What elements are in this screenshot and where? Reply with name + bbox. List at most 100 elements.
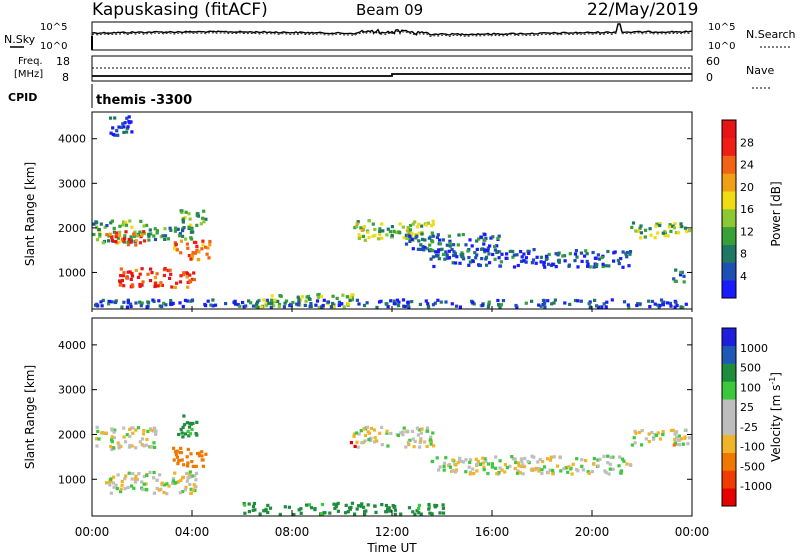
data-cell [123, 234, 127, 238]
data-cell [418, 302, 422, 306]
data-cell [146, 429, 150, 433]
data-cell [468, 472, 472, 476]
data-cell [522, 252, 526, 256]
data-cell [377, 237, 381, 241]
data-cell [576, 265, 580, 269]
colorbar-tick-label: 28 [740, 136, 754, 149]
data-cell [297, 297, 301, 301]
data-cell [121, 274, 125, 278]
data-cell [119, 274, 123, 278]
data-cell [169, 272, 173, 276]
data-cell [522, 259, 526, 263]
data-cell [557, 258, 561, 262]
data-cell [113, 133, 117, 137]
data-cell [178, 491, 182, 495]
data-cell [146, 272, 150, 276]
data-cell [431, 303, 436, 307]
data-cell [107, 239, 111, 243]
data-cell [117, 443, 121, 447]
noise-sky-trace [91, 23, 692, 36]
data-cell [461, 460, 466, 464]
data-cell [513, 457, 517, 461]
data-cell [129, 240, 133, 244]
data-cell [427, 502, 431, 507]
data-cell [187, 425, 192, 429]
data-cell [385, 429, 389, 433]
data-cell [495, 244, 499, 248]
data-cell [656, 303, 660, 307]
data-cell [518, 471, 522, 475]
data-cell [408, 234, 412, 238]
data-cell [447, 463, 452, 467]
data-cell [297, 508, 301, 512]
x-tick-label: 12:00 [375, 525, 410, 539]
data-cell [359, 504, 363, 508]
data-cell [204, 452, 208, 456]
data-cell [118, 283, 122, 287]
data-cell [358, 235, 362, 239]
data-cell [134, 428, 138, 432]
data-cell [672, 277, 676, 281]
data-cell [552, 455, 556, 459]
data-cell [429, 248, 433, 252]
data-cell [265, 298, 269, 302]
data-cell [473, 251, 477, 255]
data-cell [495, 472, 499, 476]
date-label: 22/May/2019 [587, 0, 699, 20]
data-cell [363, 433, 368, 438]
colorbar-segment [722, 452, 736, 471]
data-cell [558, 455, 562, 460]
data-cell [586, 470, 590, 474]
data-cell [292, 512, 296, 517]
data-cell [458, 261, 462, 265]
data-cell [179, 274, 183, 278]
data-cell [155, 231, 159, 235]
data-cell [482, 468, 486, 472]
data-cell [543, 301, 547, 305]
data-cell [444, 250, 448, 254]
data-cell [125, 130, 129, 134]
data-cell [191, 251, 195, 255]
data-cell [470, 244, 474, 248]
data-cell [431, 249, 435, 253]
data-cell [143, 239, 147, 243]
data-cell [322, 298, 326, 302]
colorbar-segment [722, 209, 736, 228]
colorbar-tick-label: 12 [740, 225, 754, 238]
data-cell [251, 304, 256, 308]
data-cell [544, 254, 549, 258]
data-cell [151, 298, 155, 302]
power-data-cells [92, 115, 692, 310]
data-cell [208, 239, 212, 244]
data-cell [389, 431, 393, 436]
data-cell [363, 439, 367, 443]
data-cell [398, 222, 402, 226]
data-cell [355, 440, 359, 444]
data-cell [541, 460, 545, 464]
data-cell [118, 279, 123, 284]
data-cell [95, 444, 99, 448]
data-cell [115, 129, 119, 133]
data-cell [531, 258, 536, 262]
data-cell [392, 229, 396, 233]
colorbar-segment [722, 381, 736, 400]
data-cell [147, 232, 151, 236]
data-cell [674, 231, 678, 235]
data-cell [483, 233, 487, 237]
data-cell [134, 239, 138, 243]
data-cell [140, 437, 145, 441]
data-cell [100, 431, 104, 435]
data-cell [247, 299, 251, 303]
data-cell [450, 302, 454, 306]
data-cell [416, 247, 420, 251]
colorbar-tick-label: 4 [740, 270, 747, 283]
data-cell [619, 469, 624, 473]
data-cell [163, 267, 167, 271]
data-cell [317, 305, 321, 309]
data-cell [423, 238, 427, 242]
data-cell [110, 447, 114, 451]
data-cell [186, 285, 190, 289]
data-cell [122, 284, 126, 288]
data-cell [138, 230, 142, 234]
data-cell [419, 512, 423, 516]
